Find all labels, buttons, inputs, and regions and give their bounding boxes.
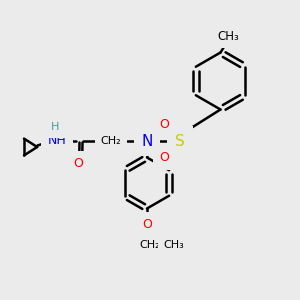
Text: O: O xyxy=(160,118,169,131)
Text: O: O xyxy=(142,218,152,232)
Text: O: O xyxy=(73,157,83,170)
Text: S: S xyxy=(175,134,185,148)
Text: CH₃: CH₃ xyxy=(217,29,239,43)
Text: N: N xyxy=(141,134,153,148)
Text: CH₂: CH₂ xyxy=(140,239,160,250)
Text: O: O xyxy=(160,151,169,164)
Text: H: H xyxy=(51,122,60,133)
Text: NH: NH xyxy=(48,134,66,148)
Text: CH₃: CH₃ xyxy=(164,239,184,250)
Text: CH₂: CH₂ xyxy=(101,136,121,146)
